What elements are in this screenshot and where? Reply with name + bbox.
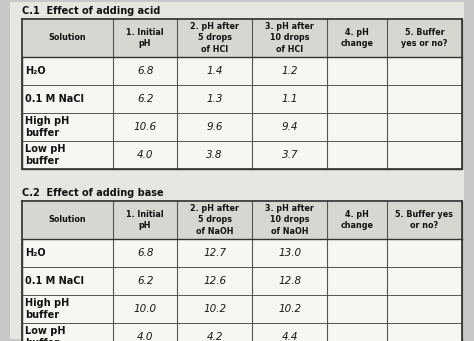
Text: Solution: Solution <box>49 33 86 43</box>
Text: 12.6: 12.6 <box>203 276 226 286</box>
Text: C.2  Effect of adding base: C.2 Effect of adding base <box>22 188 164 198</box>
Text: 10.0: 10.0 <box>134 304 157 314</box>
Text: Low pH
buffer: Low pH buffer <box>25 144 65 166</box>
Text: 9.4: 9.4 <box>282 122 298 132</box>
Text: 0.1 M NaCl: 0.1 M NaCl <box>25 276 84 286</box>
Text: 4.4: 4.4 <box>282 332 298 341</box>
Text: High pH
buffer: High pH buffer <box>25 298 69 320</box>
Bar <box>22 19 462 57</box>
Bar <box>22 201 462 239</box>
Text: 10.6: 10.6 <box>134 122 157 132</box>
Text: 1.1: 1.1 <box>282 94 298 104</box>
Text: 1. Initial
pH: 1. Initial pH <box>126 28 164 48</box>
Text: 1.4: 1.4 <box>206 66 223 76</box>
Text: 9.6: 9.6 <box>206 122 223 132</box>
Text: H₂O: H₂O <box>25 248 46 258</box>
Text: 2. pH after
5 drops
of NaOH: 2. pH after 5 drops of NaOH <box>190 204 239 236</box>
Text: Low pH
buffer: Low pH buffer <box>25 326 65 341</box>
Text: 0.1 M NaCl: 0.1 M NaCl <box>25 94 84 104</box>
Text: H₂O: H₂O <box>25 66 46 76</box>
Text: 4.0: 4.0 <box>137 332 154 341</box>
Text: 6.8: 6.8 <box>137 66 154 76</box>
Text: Solution: Solution <box>49 216 86 224</box>
Text: 6.8: 6.8 <box>137 248 154 258</box>
Text: 3. pH after
10 drops
of HCl: 3. pH after 10 drops of HCl <box>265 23 314 54</box>
Text: 3. pH after
10 drops
of NaOH: 3. pH after 10 drops of NaOH <box>265 204 314 236</box>
Text: 10.2: 10.2 <box>203 304 226 314</box>
Text: C.1  Effect of adding acid: C.1 Effect of adding acid <box>22 6 160 16</box>
Text: 4.0: 4.0 <box>137 150 154 160</box>
Text: 12.8: 12.8 <box>278 276 301 286</box>
Text: 1.3: 1.3 <box>206 94 223 104</box>
Text: 10.2: 10.2 <box>278 304 301 314</box>
Text: 4. pH
change: 4. pH change <box>341 210 374 230</box>
Text: 13.0: 13.0 <box>278 248 301 258</box>
Text: 4.2: 4.2 <box>206 332 223 341</box>
Text: 1.2: 1.2 <box>282 66 298 76</box>
Text: 5. Buffer yes
or no?: 5. Buffer yes or no? <box>395 210 454 230</box>
Text: High pH
buffer: High pH buffer <box>25 116 69 138</box>
Text: 1. Initial
pH: 1. Initial pH <box>126 210 164 230</box>
Text: 12.7: 12.7 <box>203 248 226 258</box>
Text: 6.2: 6.2 <box>137 94 154 104</box>
Text: 6.2: 6.2 <box>137 276 154 286</box>
Bar <box>22 19 462 169</box>
Bar <box>22 201 462 341</box>
Text: 5. Buffer
yes or no?: 5. Buffer yes or no? <box>401 28 447 48</box>
Text: 2. pH after
5 drops
of HCl: 2. pH after 5 drops of HCl <box>190 23 239 54</box>
Text: 3.7: 3.7 <box>282 150 298 160</box>
Text: 4. pH
change: 4. pH change <box>341 28 374 48</box>
Text: 3.8: 3.8 <box>206 150 223 160</box>
